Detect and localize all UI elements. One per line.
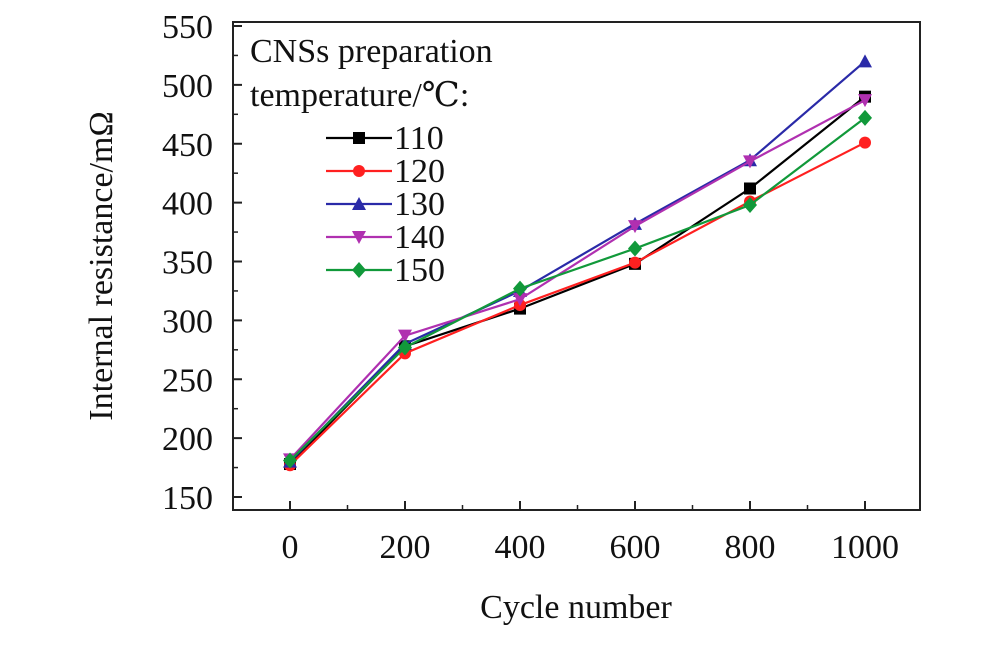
point-150-600 bbox=[628, 240, 642, 257]
legend-label-150: 150 bbox=[394, 252, 445, 289]
y-tick-label-500: 500 bbox=[162, 68, 213, 105]
y-tick-label-200: 200 bbox=[162, 421, 213, 458]
series-150 bbox=[283, 109, 872, 469]
legend-marker-130 bbox=[352, 197, 366, 210]
point-150-400 bbox=[513, 280, 527, 297]
series-line-140 bbox=[289, 99, 866, 461]
y-tick-label-450: 450 bbox=[162, 127, 213, 164]
point-120-600 bbox=[629, 256, 641, 269]
y-tick-label-350: 350 bbox=[162, 245, 213, 282]
x-tick-label-600: 600 bbox=[610, 529, 661, 566]
legend-marker-150 bbox=[352, 262, 366, 278]
point-110-800 bbox=[744, 182, 756, 195]
series-line-110 bbox=[289, 95, 866, 465]
point-140-400 bbox=[513, 293, 527, 307]
series-line-150 bbox=[289, 116, 866, 462]
point-120-1000 bbox=[859, 136, 871, 149]
point-150-1000 bbox=[858, 109, 872, 126]
legend-title-line-2: temperature/℃: bbox=[250, 77, 469, 114]
legend-title-line-1: CNSs preparation bbox=[250, 33, 493, 70]
series-130 bbox=[283, 54, 872, 468]
x-axis-label: Cycle number bbox=[480, 589, 672, 626]
series-110 bbox=[284, 90, 871, 471]
legend-entry-130: 130 bbox=[326, 186, 445, 223]
series-line-120 bbox=[289, 141, 866, 466]
legend-entry-120: 120 bbox=[326, 153, 445, 190]
y-tick-label-250: 250 bbox=[162, 362, 213, 399]
legend-entry-140: 140 bbox=[326, 219, 445, 256]
point-150-200 bbox=[398, 339, 412, 356]
legend: CNSs preparation temperature/℃: 11012013… bbox=[250, 33, 493, 289]
x-tick-label-800: 800 bbox=[725, 529, 776, 566]
legend-label-140: 140 bbox=[394, 219, 445, 256]
legend-marker-110 bbox=[353, 132, 365, 144]
series-140 bbox=[283, 94, 872, 467]
y-axis-label: Internal resistance/mΩ bbox=[83, 111, 120, 420]
plot-frame bbox=[232, 21, 921, 511]
point-150-800 bbox=[743, 196, 757, 213]
legend-marker-140 bbox=[352, 231, 366, 244]
y-tick-label-400: 400 bbox=[162, 186, 213, 223]
legend-label-110: 110 bbox=[394, 120, 444, 157]
series-120 bbox=[284, 136, 871, 472]
legend-entry-150: 150 bbox=[326, 252, 445, 289]
ticks-layer: 150 200 250 300 350 400 450 500 550 0 200 400 600 800… bbox=[162, 9, 899, 566]
y-tick-label-300: 300 bbox=[162, 303, 213, 340]
x-tick-label-1000: 1000 bbox=[831, 529, 899, 566]
series-layer bbox=[283, 54, 872, 472]
legend-entry-110: 110 bbox=[326, 120, 444, 157]
point-140-1000 bbox=[858, 94, 872, 108]
legend-label-120: 120 bbox=[394, 153, 445, 190]
legend-label-130: 130 bbox=[394, 186, 445, 223]
x-tick-label-200: 200 bbox=[380, 529, 431, 566]
x-tick-label-400: 400 bbox=[495, 529, 546, 566]
point-140-200 bbox=[398, 329, 412, 343]
y-tick-label-150: 150 bbox=[162, 480, 213, 517]
point-140-800 bbox=[743, 155, 757, 169]
y-tick-label-550: 550 bbox=[162, 9, 213, 46]
point-150-0 bbox=[283, 452, 297, 469]
legend-marker-120 bbox=[353, 165, 365, 177]
point-140-600 bbox=[628, 220, 642, 234]
point-130-1000 bbox=[858, 54, 872, 68]
series-line-130 bbox=[289, 60, 866, 463]
x-tick-label-0: 0 bbox=[282, 529, 299, 566]
